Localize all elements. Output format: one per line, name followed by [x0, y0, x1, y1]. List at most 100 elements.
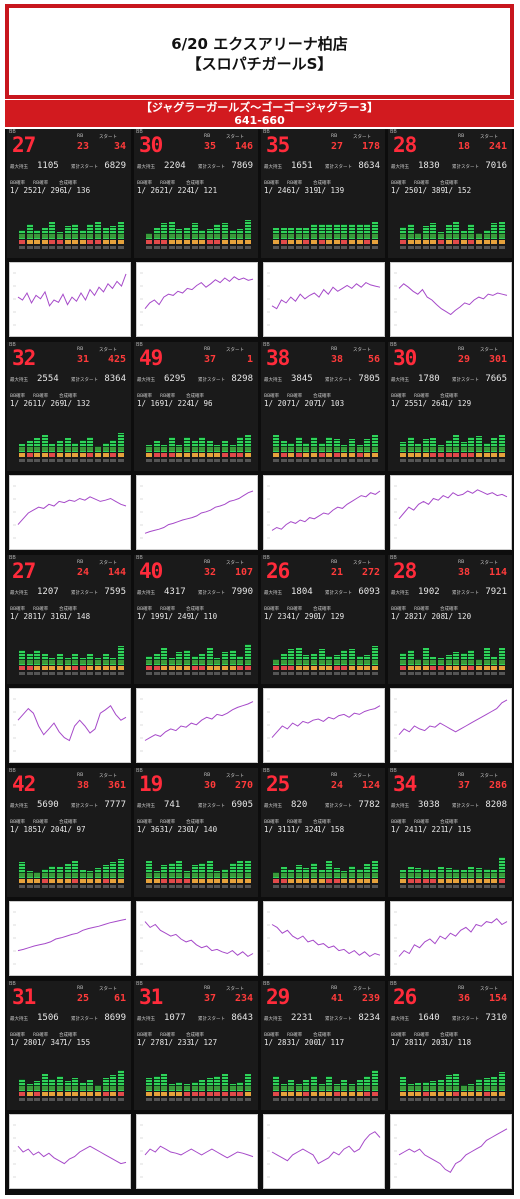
history-time-cell — [371, 246, 378, 249]
history-time-cell — [356, 672, 363, 675]
history-time-cell — [79, 246, 86, 249]
history-type-cell — [341, 879, 348, 883]
history-cell — [161, 447, 168, 451]
history-time-cell — [57, 246, 63, 249]
start-count: 234 — [234, 993, 253, 1004]
history-type-cell — [445, 666, 452, 670]
history-type-cell — [341, 666, 348, 670]
start-label: スタート — [353, 135, 371, 140]
history-cell — [41, 873, 48, 877]
history-time-row — [19, 459, 127, 462]
total-value: 7782 — [358, 800, 380, 810]
machine-card: BB 29 RB スタート 41 239 最大持玉 2231 累計スタート 8234 BB確率 RB確… — [261, 981, 385, 1191]
history-time-cell — [161, 459, 168, 462]
max-value: 1804 — [291, 587, 313, 597]
history-cell — [273, 660, 279, 664]
start-count: 107 — [234, 567, 253, 578]
history-cell — [199, 660, 206, 664]
history-bar — [349, 224, 355, 239]
history-cell — [168, 234, 175, 238]
history-type-cell — [476, 666, 482, 670]
history-time-cell — [326, 1098, 333, 1101]
combo-prob-value: 1/ 140 — [190, 825, 218, 834]
bb-count: 28 — [393, 559, 417, 583]
history-time-cell — [146, 672, 152, 675]
history-time-cell — [498, 459, 505, 462]
history-cell — [72, 234, 79, 238]
history-time-cell — [244, 1098, 251, 1101]
bb-label: BB — [390, 129, 397, 135]
rb-count: 37 — [458, 780, 471, 791]
history-cell — [326, 447, 333, 451]
history-cell — [229, 447, 236, 451]
history-cell — [341, 234, 348, 238]
history-bars — [400, 412, 508, 452]
slump-graph — [267, 272, 381, 326]
history-type-cell — [311, 879, 317, 883]
history-type-cell — [87, 879, 94, 883]
history-cell — [422, 660, 429, 664]
history-time-cell — [222, 885, 228, 888]
history-cell — [273, 873, 279, 877]
max-label: 最大持玉 — [391, 804, 409, 809]
slump-graph — [13, 1124, 127, 1178]
history-type-cell — [214, 666, 221, 670]
bb-prob-label: BB確率 — [264, 820, 280, 825]
history-time-cell — [26, 885, 33, 888]
rb-prob-value: 1/ 290 — [291, 612, 319, 621]
history-bar — [273, 435, 279, 452]
rb-prob-label: RB確率 — [33, 394, 49, 399]
history-type-row — [400, 453, 508, 457]
history-time-cell — [176, 459, 183, 462]
history-time-cell — [311, 246, 317, 249]
history-type-cell — [117, 240, 124, 244]
rb-prob-label: RB確率 — [160, 181, 176, 186]
history-cell — [438, 234, 444, 238]
history-time-cell — [311, 885, 317, 888]
history-time-cell — [168, 885, 175, 888]
bb-count: 31 — [139, 985, 163, 1009]
bb-prob-value: 1/ 241 — [391, 825, 419, 834]
history-type-cell — [146, 879, 152, 883]
history-type-cell — [222, 1092, 228, 1096]
history-time-cell — [430, 1098, 437, 1101]
rb-prob-value: 1/ 347 — [37, 1038, 65, 1047]
combo-prob-value: 1/ 96 — [190, 399, 213, 408]
bb-count: 28 — [393, 133, 417, 157]
history-type-cell — [206, 879, 213, 883]
history-time-row — [146, 885, 254, 888]
history-type-cell — [110, 666, 117, 670]
history-cell — [79, 660, 86, 664]
history-bar — [87, 224, 94, 239]
history-cell — [117, 873, 124, 877]
bb-count: 35 — [266, 133, 290, 157]
combo-prob-label: 合成確率 — [313, 394, 331, 399]
history-time-cell — [280, 246, 287, 249]
history-type-cell — [153, 666, 160, 670]
history-cell — [64, 447, 71, 451]
history-time-cell — [19, 885, 25, 888]
history-cell — [87, 873, 94, 877]
history-cell — [430, 234, 437, 238]
history-type-cell — [153, 1092, 160, 1096]
history-cell — [199, 873, 206, 877]
history-cell — [161, 234, 168, 238]
history-time-cell — [41, 1098, 48, 1101]
history-bar — [87, 654, 94, 665]
history-time-cell — [206, 1098, 213, 1101]
history-cell — [161, 1086, 168, 1090]
history-type-cell — [273, 453, 279, 457]
rb-label: RB — [458, 347, 465, 352]
history-bar — [407, 437, 414, 452]
history-cell — [295, 873, 302, 877]
rb-prob-label: RB確率 — [414, 181, 430, 186]
history-time-cell — [430, 246, 437, 249]
history-bar — [57, 654, 63, 665]
rb-prob-value: 1/ 324 — [291, 825, 319, 834]
history-time-cell — [453, 1098, 460, 1101]
history-type-cell — [79, 453, 86, 457]
start-count: 361 — [107, 780, 126, 791]
history-type-cell — [184, 240, 190, 244]
history-time-cell — [303, 459, 310, 462]
history-type-cell — [26, 1092, 33, 1096]
